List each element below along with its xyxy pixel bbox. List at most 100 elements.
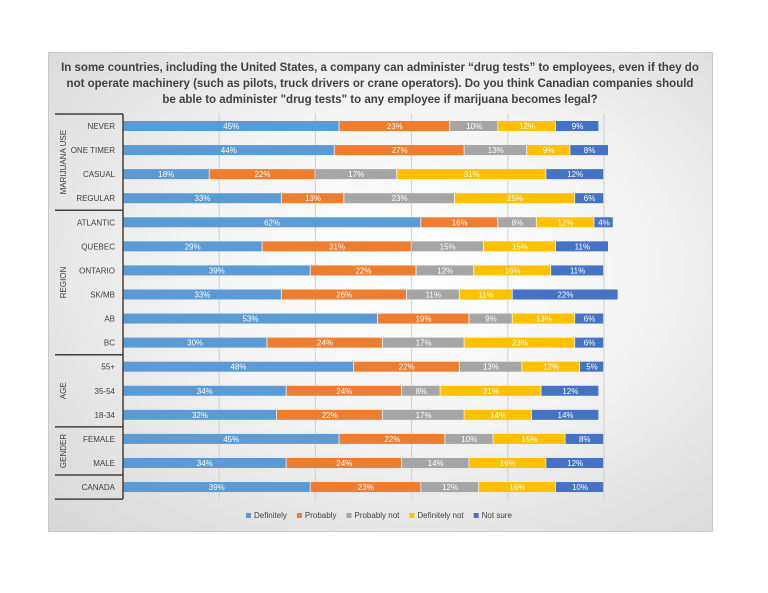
group-label: MARIJUANA USE xyxy=(59,130,68,194)
data-label: 22% xyxy=(558,290,574,299)
data-label: 10% xyxy=(466,122,482,131)
data-label: 34% xyxy=(197,459,213,468)
data-label: 22% xyxy=(399,363,415,372)
data-label: 23% xyxy=(387,122,403,131)
category-label: ONTARIO xyxy=(79,266,115,275)
bar-segment xyxy=(209,169,315,180)
data-label: 17% xyxy=(416,411,432,420)
bar-segment xyxy=(123,337,267,348)
legend-swatch xyxy=(346,513,352,518)
bar-segment xyxy=(498,217,536,228)
bar-segment xyxy=(493,433,565,444)
bar-segment xyxy=(123,241,262,252)
data-label: 62% xyxy=(264,218,280,227)
bar-segment xyxy=(469,457,546,468)
bar-segment xyxy=(555,121,599,131)
data-label: 22% xyxy=(384,435,400,444)
category-label: BC xyxy=(104,339,115,348)
bar-segment xyxy=(262,241,411,252)
data-label: 48% xyxy=(230,363,246,372)
data-label: 12% xyxy=(442,483,458,492)
bar-segment xyxy=(531,409,599,420)
data-label: 17% xyxy=(416,339,432,348)
bar-segment xyxy=(459,289,512,300)
bar-segment xyxy=(555,482,604,493)
bar-segment xyxy=(382,337,464,348)
data-label: 25% xyxy=(507,194,523,203)
bar-segment xyxy=(310,482,421,493)
bar-segment xyxy=(575,337,604,348)
category-label: SK/MB xyxy=(90,290,115,299)
group-label: REGION xyxy=(59,266,68,298)
category-label: MALE xyxy=(93,459,115,468)
data-label: 23% xyxy=(392,194,408,203)
data-label: 14% xyxy=(490,411,506,420)
data-label: 12% xyxy=(519,122,535,131)
data-label: 11% xyxy=(426,290,441,299)
data-label: 31% xyxy=(464,170,480,179)
data-label: 15% xyxy=(512,242,528,251)
bar-segment xyxy=(286,457,402,468)
data-label: 39% xyxy=(209,266,225,275)
bar-segment xyxy=(464,409,532,420)
data-label: 11% xyxy=(575,242,590,251)
data-label: 9% xyxy=(572,122,584,131)
bar-segment xyxy=(522,361,580,372)
data-label: 31% xyxy=(329,242,345,251)
bar-segment xyxy=(454,193,575,204)
category-label: FEMALE xyxy=(83,435,115,444)
bar-segment xyxy=(469,313,512,324)
data-label: 8% xyxy=(415,387,427,396)
data-label: 15% xyxy=(521,435,537,444)
bar-segment xyxy=(267,337,382,348)
data-label: 16% xyxy=(500,459,516,468)
bar-segment xyxy=(555,241,609,252)
data-label: 17% xyxy=(348,170,364,179)
bar-segment xyxy=(483,241,556,252)
data-label: 11% xyxy=(478,290,493,299)
bar-segment xyxy=(406,289,459,300)
data-label: 13% xyxy=(536,315,552,324)
bar-segment xyxy=(541,385,599,396)
bar-segment xyxy=(565,433,604,444)
bar-segment xyxy=(570,145,609,156)
data-label: 53% xyxy=(242,315,258,324)
legend-label: Not sure xyxy=(482,511,513,520)
data-label: 16% xyxy=(452,218,468,227)
data-label: 44% xyxy=(221,146,237,155)
bar-segment xyxy=(281,289,406,300)
data-label: 18% xyxy=(158,170,174,179)
data-label: 12% xyxy=(567,170,583,179)
legend-label: Definitely not xyxy=(417,511,464,520)
group-label: AGE xyxy=(59,382,68,399)
bar-segment xyxy=(123,313,378,324)
data-label: 34% xyxy=(197,387,213,396)
data-label: 13% xyxy=(483,363,499,372)
bar-segment xyxy=(464,337,575,348)
bar-segment xyxy=(123,289,281,300)
data-label: 10% xyxy=(572,483,588,492)
data-label: 5% xyxy=(586,363,598,372)
data-label: 14% xyxy=(558,411,574,420)
bar-segment xyxy=(498,121,556,131)
bar-segment xyxy=(123,145,334,156)
bar-segment xyxy=(123,482,310,493)
bar-segment xyxy=(474,265,551,276)
data-label: 23% xyxy=(358,483,374,492)
data-label: 30% xyxy=(187,339,203,348)
bar-segment xyxy=(123,265,310,276)
legend-swatch xyxy=(296,513,302,518)
bar-segment xyxy=(123,169,209,180)
bar-segment xyxy=(123,193,281,204)
bar-segment xyxy=(416,265,474,276)
data-label: 24% xyxy=(336,459,352,468)
bar-segment xyxy=(123,217,421,228)
legend-swatch xyxy=(473,513,479,518)
bar-segment xyxy=(579,361,604,372)
bar-segment xyxy=(464,145,527,156)
data-label: 4% xyxy=(598,218,610,227)
data-label: 16% xyxy=(505,266,521,275)
data-label: 6% xyxy=(584,315,596,324)
bar-segment xyxy=(339,121,450,131)
data-label: 8% xyxy=(584,146,596,155)
